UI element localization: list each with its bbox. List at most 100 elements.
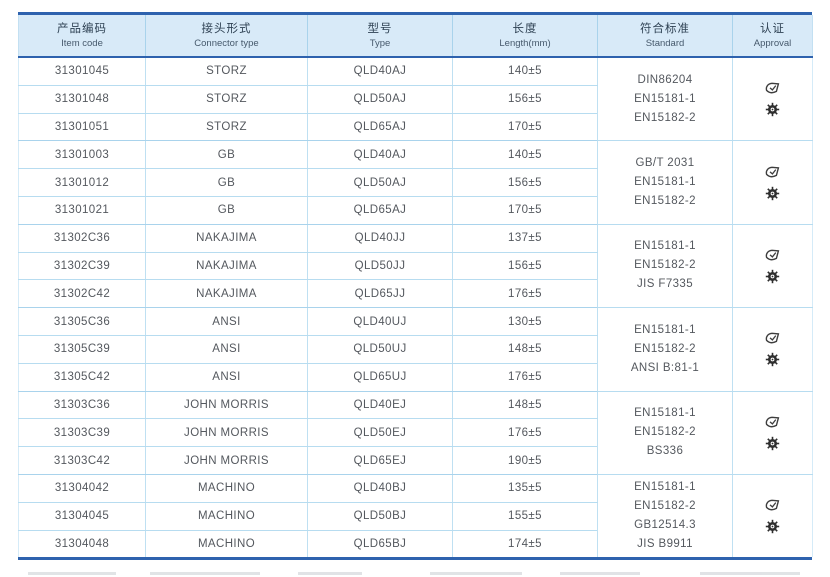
cutoff-next-section xyxy=(0,572,830,576)
standard-line: EN15181-1 xyxy=(634,240,696,253)
item-code-cell: 31303C39 xyxy=(18,418,146,448)
standards-cell: EN15181-1 EN15182-2 ANSI B:81-1 xyxy=(597,307,733,392)
cert-flag-icon xyxy=(765,416,780,428)
table-row: 31304045 MACHINO QLD50BJ 155±5 xyxy=(18,502,813,531)
col-header-standard: 符合标准 Standard xyxy=(597,15,733,58)
approval-icon-stack xyxy=(733,415,812,451)
standard-line: BS336 xyxy=(646,445,684,458)
item-code-cell: 31302C36 xyxy=(18,224,146,253)
length-cell: 190±5 xyxy=(452,446,598,475)
cert-flag-icon xyxy=(765,249,780,261)
col-header-zh: 产品编码 xyxy=(57,22,107,35)
col-header-zh: 型号 xyxy=(367,22,393,35)
length-cell: 176±5 xyxy=(452,279,598,309)
wheel-seal-icon xyxy=(765,186,780,200)
length-cell: 148±5 xyxy=(452,391,598,420)
model-type-cell: QLD50AJ xyxy=(307,168,453,197)
model-type-cell: QLD40EJ xyxy=(307,391,453,420)
wheel-seal-icon xyxy=(765,519,780,534)
connector-type-cell: NAKAJIMA xyxy=(145,252,308,281)
standard-line: EN15181-1 xyxy=(634,407,696,420)
col-header-zh: 认证 xyxy=(760,22,785,35)
item-code-cell: 31304042 xyxy=(18,474,146,503)
model-type-cell: QLD50UJ xyxy=(307,335,453,364)
table-header: 产品编码 Item code 接头形式 Connector type 型号 Ty… xyxy=(18,15,813,58)
table-row: 31301045 STORZ QLD40AJ 140±5 DIN86204 EN15181… xyxy=(18,57,813,142)
col-header-type: 型号 Type xyxy=(307,15,453,58)
col-header-en: Standard xyxy=(645,37,685,49)
standard-line: JIS F7335 xyxy=(636,278,694,291)
cert-flag-icon xyxy=(765,166,780,177)
table-row: 31301012 GB QLD50AJ 156±5 xyxy=(18,168,813,197)
approval-cell xyxy=(732,307,813,392)
table-row: 31304042 MACHINO QLD40BJ 135±5 EN15181-1 EN15… xyxy=(18,474,813,558)
connector-type-cell: MACHINO xyxy=(145,502,308,531)
connector-type-cell: STORZ xyxy=(145,57,308,86)
length-cell: 174±5 xyxy=(452,530,598,558)
model-type-cell: QLD40JJ xyxy=(307,224,453,253)
model-type-cell: QLD40AJ xyxy=(307,57,453,86)
table-row: 31303C39 JOHN MORRIS QLD50EJ 176±5 xyxy=(18,418,813,448)
length-cell: 176±5 xyxy=(452,363,598,392)
col-header-en: Type xyxy=(369,37,391,49)
item-code-cell: 31301051 xyxy=(18,113,146,142)
model-type-cell: QLD65JJ xyxy=(307,279,453,309)
length-cell: 156±5 xyxy=(452,85,598,114)
model-type-cell: QLD65AJ xyxy=(307,113,453,142)
connector-type-cell: NAKAJIMA xyxy=(145,224,308,253)
item-code-cell: 31301048 xyxy=(18,85,146,114)
item-code-cell: 31305C39 xyxy=(18,335,146,364)
length-cell: 170±5 xyxy=(452,196,598,225)
connector-type-cell: GB xyxy=(145,196,308,225)
item-code-cell: 31301045 xyxy=(18,57,146,86)
table-row: 31305C42 ANSI QLD65UJ 176±5 xyxy=(18,363,813,392)
length-cell: 170±5 xyxy=(452,113,598,142)
standard-line: GB12514.3 xyxy=(634,519,696,532)
length-cell: 156±5 xyxy=(452,168,598,197)
standard-line: EN15182-2 xyxy=(634,111,696,124)
item-code-cell: 31303C42 xyxy=(18,446,146,475)
cert-flag-icon xyxy=(765,499,780,511)
item-code-cell: 31305C42 xyxy=(18,363,146,392)
standard-line: EN15181-1 xyxy=(634,481,696,494)
length-cell: 155±5 xyxy=(452,502,598,531)
col-header-zh: 长度 xyxy=(512,22,538,35)
approval-icon-stack xyxy=(733,331,812,367)
connector-type-cell: JOHN MORRIS xyxy=(145,391,308,420)
table-row: 31302C36 NAKAJIMA QLD40JJ 137±5 EN15181-1 EN1… xyxy=(18,224,813,309)
standard-line: EN15182-2 xyxy=(634,426,696,439)
table-row: 31305C39 ANSI QLD50UJ 148±5 xyxy=(18,335,813,364)
table-row: 31303C42 JOHN MORRIS QLD65EJ 190±5 xyxy=(18,446,813,475)
standard-line: JIS B9911 xyxy=(637,538,693,551)
col-header-en: Item code xyxy=(61,37,103,49)
item-code-cell: 31304045 xyxy=(18,502,146,531)
standards-cell: DIN86204 EN15181-1 EN15182-2 xyxy=(597,57,733,142)
standard-line: EN15181-1 xyxy=(634,323,696,336)
model-type-cell: QLD50BJ xyxy=(307,502,453,531)
connector-type-cell: ANSI xyxy=(145,307,308,336)
length-cell: 148±5 xyxy=(452,335,598,364)
model-type-cell: QLD50JJ xyxy=(307,252,453,281)
col-header-zh: 接头形式 xyxy=(201,22,252,35)
table-body: 31301045 STORZ QLD40AJ 140±5 DIN86204 EN15181… xyxy=(18,57,813,558)
standard-line: EN15181-1 xyxy=(634,92,696,105)
model-type-cell: QLD40UJ xyxy=(307,307,453,336)
standard-line: EN15182-2 xyxy=(634,500,696,513)
item-code-cell: 31301003 xyxy=(18,140,146,170)
cert-flag-icon xyxy=(765,82,780,94)
table-row: 31301003 GB QLD40AJ 140±5 GB/T 2031 EN15181-1… xyxy=(18,140,813,225)
standards-cell: EN15181-1 EN15182-2 GB12514.3 JIS B9911 xyxy=(597,474,733,558)
model-type-cell: QLD40BJ xyxy=(307,474,453,503)
wheel-seal-icon xyxy=(765,102,780,117)
col-header-item-code: 产品编码 Item code xyxy=(18,15,146,58)
item-code-cell: 31305C36 xyxy=(18,307,146,336)
item-code-cell: 31303C36 xyxy=(18,391,146,420)
col-header-en: Approval xyxy=(753,37,792,49)
table-row: 31301051 STORZ QLD65AJ 170±5 xyxy=(18,113,813,142)
standards-cell: GB/T 2031 EN15181-1 EN15182-2 xyxy=(597,140,733,225)
standard-line: EN15182-2 xyxy=(634,195,696,208)
cert-flag-icon xyxy=(765,332,780,344)
item-code-cell: 31301012 xyxy=(18,168,146,197)
model-type-cell: QLD65BJ xyxy=(307,530,453,558)
col-header-en: Length(mm) xyxy=(499,37,551,49)
